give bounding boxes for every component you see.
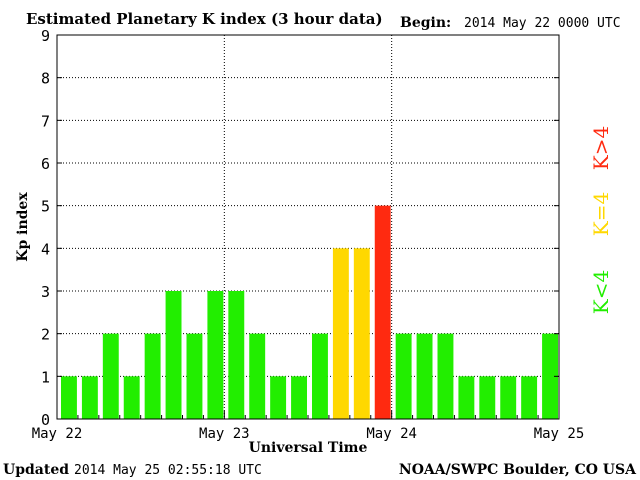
kp-bar	[312, 333, 328, 419]
begin-value: 2014 May 22 0000 UTC	[464, 16, 621, 31]
y-axis-label: Kp index	[15, 192, 31, 262]
y-tick-label: 5	[41, 198, 50, 216]
kp-bar	[165, 291, 182, 419]
x-day-label: May 22	[32, 426, 83, 442]
updated-value: 2014 May 25 02:55:18 UTC	[74, 463, 262, 478]
kp-bar	[353, 248, 370, 419]
y-tick-label: 3	[41, 283, 50, 301]
source-credit: NOAA/SWPC Boulder, CO USA	[399, 462, 637, 478]
kp-bar	[249, 333, 266, 419]
y-tick-label: 6	[41, 155, 50, 173]
updated-label: Updated	[3, 462, 69, 478]
grid-lines	[57, 35, 559, 419]
y-tick-label: 1	[41, 368, 50, 386]
kp-bar	[500, 376, 517, 419]
kp-bar	[81, 376, 98, 419]
legend-high: K>4	[589, 126, 613, 170]
x-day-label: May 25	[534, 426, 585, 442]
plot-frame	[56, 34, 560, 420]
kp-bar	[228, 291, 245, 419]
y-tick-label: 2	[41, 326, 50, 344]
kp-bar	[144, 333, 161, 419]
kp-bar	[102, 333, 119, 419]
kp-bar	[207, 291, 224, 419]
kp-bar	[395, 333, 412, 419]
x-axis-label: Universal Time	[249, 440, 368, 456]
kp-bar	[458, 376, 475, 419]
legend-low: K<4	[589, 270, 613, 314]
kp-bar	[437, 333, 454, 419]
kp-bar	[542, 333, 558, 419]
legend-equal: K=4	[589, 192, 613, 236]
begin-label: Begin:	[400, 15, 451, 31]
y-tick-label: 4	[41, 240, 50, 258]
x-axis-ticks: May 22 May 23 May 24 May 25	[32, 411, 585, 442]
kp-bar	[123, 376, 140, 419]
kp-bar	[186, 333, 203, 419]
kp-bar	[332, 248, 349, 419]
kp-bar	[270, 376, 287, 419]
x-day-label: May 24	[366, 426, 417, 442]
kp-bar	[291, 376, 307, 419]
kp-bar	[479, 376, 496, 419]
y-tick-label: 0	[41, 411, 50, 429]
chart-title: Estimated Planetary K index (3 hour data…	[26, 10, 383, 28]
kp-bar	[61, 376, 77, 419]
bars	[61, 205, 558, 419]
kp-bar	[521, 376, 538, 419]
y-axis-ticks: 0 1 2 3 4 5 6 7 8 9	[41, 27, 559, 429]
y-tick-label: 7	[41, 112, 50, 130]
kp-bar	[416, 333, 433, 419]
y-tick-label: 9	[41, 27, 50, 45]
x-day-label: May 23	[199, 426, 250, 442]
y-tick-label: 8	[41, 70, 50, 88]
kp-bar	[374, 205, 391, 419]
